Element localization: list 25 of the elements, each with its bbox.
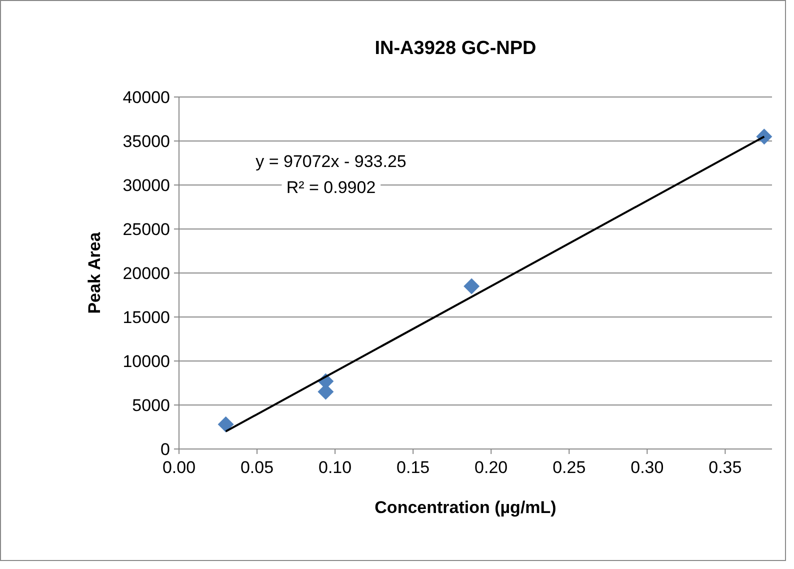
y-tick-label: 35000 (122, 132, 170, 151)
x-tick-label: 0.35 (708, 458, 742, 477)
x-tick-label: 0.20 (474, 458, 508, 477)
y-tick-label: 0 (160, 440, 170, 459)
point (218, 416, 234, 432)
annotation: y = 97072x - 933.25 (256, 152, 406, 171)
x-tick-label: 0.25 (552, 458, 586, 477)
x-tick-label: 0.05 (240, 458, 274, 477)
annotation: R² = 0.9902 (286, 178, 376, 197)
y-tick-label: 15000 (122, 308, 170, 327)
point (756, 128, 772, 145)
y-tick-label: 25000 (122, 220, 170, 239)
point (464, 278, 480, 294)
y-tick-label: 10000 (122, 352, 170, 371)
y-axis-title: Peak Area (85, 232, 104, 314)
chart-title: IN-A3928 GC-NPD (374, 38, 536, 59)
y-tick-label: 5000 (132, 396, 170, 415)
y-tick-label: 40000 (122, 88, 170, 107)
x-tick-label: 0.30 (630, 458, 664, 477)
y-tick-label: 30000 (122, 176, 170, 195)
y-tick-label: 20000 (122, 264, 170, 283)
x-axis-title: Concentration (µg/mL) (374, 498, 556, 517)
x-tick-label: 0.00 (162, 458, 196, 477)
x-tick-label: 0.10 (318, 458, 352, 477)
x-tick-label: 0.15 (396, 458, 430, 477)
